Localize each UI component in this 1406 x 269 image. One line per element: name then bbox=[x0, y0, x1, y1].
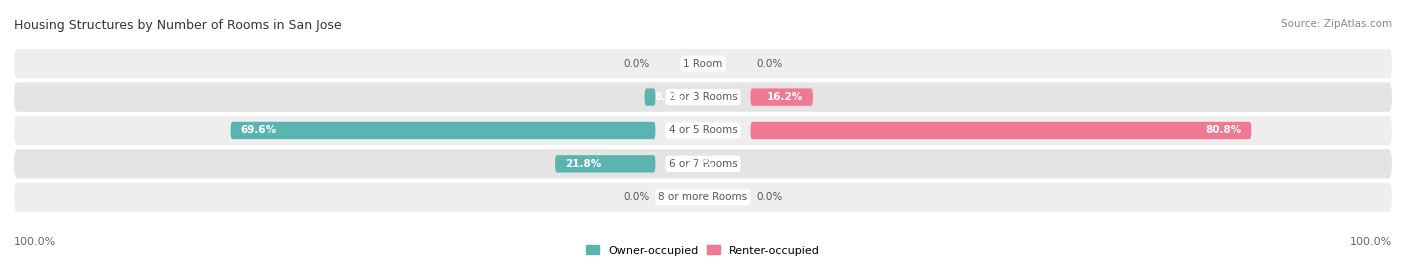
FancyBboxPatch shape bbox=[644, 89, 655, 106]
Text: 4 or 5 Rooms: 4 or 5 Rooms bbox=[669, 125, 737, 136]
Legend: Owner-occupied, Renter-occupied: Owner-occupied, Renter-occupied bbox=[581, 241, 825, 260]
FancyBboxPatch shape bbox=[14, 82, 1392, 112]
Text: 80.8%: 80.8% bbox=[1205, 125, 1241, 136]
FancyBboxPatch shape bbox=[751, 122, 1251, 139]
FancyBboxPatch shape bbox=[14, 183, 1392, 212]
Text: 2 or 3 Rooms: 2 or 3 Rooms bbox=[669, 92, 737, 102]
FancyBboxPatch shape bbox=[14, 49, 1392, 78]
Text: 21.8%: 21.8% bbox=[565, 159, 602, 169]
Text: 6 or 7 Rooms: 6 or 7 Rooms bbox=[669, 159, 737, 169]
Text: Source: ZipAtlas.com: Source: ZipAtlas.com bbox=[1281, 19, 1392, 29]
FancyBboxPatch shape bbox=[751, 89, 813, 106]
Text: 69.6%: 69.6% bbox=[240, 125, 277, 136]
FancyBboxPatch shape bbox=[14, 116, 1392, 145]
Text: 8 or more Rooms: 8 or more Rooms bbox=[658, 192, 748, 202]
Text: 0.0%: 0.0% bbox=[756, 192, 782, 202]
FancyBboxPatch shape bbox=[231, 122, 655, 139]
Text: 0.0%: 0.0% bbox=[756, 59, 782, 69]
Text: 100.0%: 100.0% bbox=[1350, 238, 1392, 247]
Text: 8.6%: 8.6% bbox=[655, 92, 683, 102]
Text: 1 Room: 1 Room bbox=[683, 59, 723, 69]
FancyBboxPatch shape bbox=[555, 155, 655, 172]
Text: 3.1%: 3.1% bbox=[685, 159, 714, 169]
FancyBboxPatch shape bbox=[14, 149, 1392, 179]
Text: Housing Structures by Number of Rooms in San Jose: Housing Structures by Number of Rooms in… bbox=[14, 19, 342, 32]
Text: 0.0%: 0.0% bbox=[624, 59, 650, 69]
Text: 100.0%: 100.0% bbox=[14, 238, 56, 247]
Text: 16.2%: 16.2% bbox=[766, 92, 803, 102]
Text: 0.0%: 0.0% bbox=[624, 192, 650, 202]
